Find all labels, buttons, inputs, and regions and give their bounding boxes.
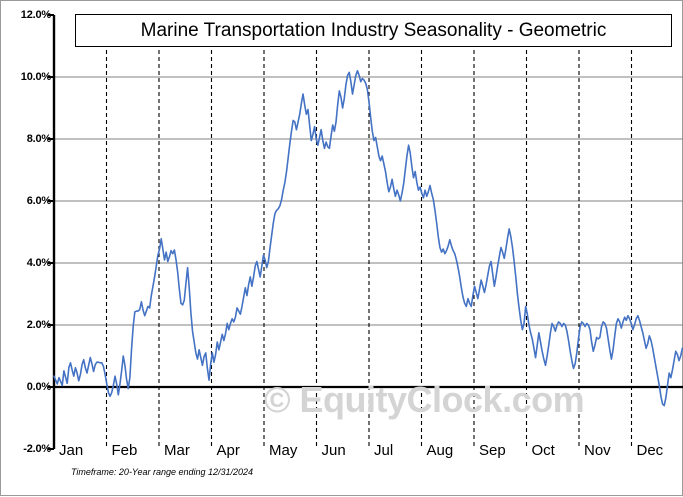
y-axis-label: 6.0% bbox=[26, 195, 51, 207]
y-axis-label: 12.0% bbox=[20, 9, 51, 21]
chart-title: Marine Transportation Industry Seasonali… bbox=[75, 14, 672, 47]
x-axis-label-apr: Apr bbox=[216, 442, 240, 459]
x-axis-label-jul: Jul bbox=[374, 442, 394, 459]
y-axis-tick-labels: 12.0% 10.0% 8.0% 6.0% 4.0% 2.0% 0.0% -2.0% bbox=[1, 1, 51, 497]
y-axis-label: 8.0% bbox=[26, 133, 51, 145]
x-axis-label-may: May bbox=[269, 442, 298, 459]
x-axis-label-feb: Feb bbox=[111, 442, 138, 459]
x-axis-label-dec: Dec bbox=[636, 442, 664, 459]
equityclock-watermark: © EquityClock.com bbox=[264, 379, 585, 420]
y-axis-label: 0.0% bbox=[26, 381, 51, 393]
x-axis-label-sep: Sep bbox=[479, 442, 506, 459]
x-axis-label-oct: Oct bbox=[531, 442, 555, 459]
x-axis-label-jun: Jun bbox=[321, 442, 346, 459]
month-divider-lines bbox=[105, 15, 633, 449]
x-axis-label-nov: Nov bbox=[584, 442, 611, 459]
y-axis-label: 10.0% bbox=[20, 71, 51, 83]
x-axis-label-aug: Aug bbox=[426, 442, 454, 459]
x-axis-label-jan: Jan bbox=[59, 442, 84, 459]
y-axis-label: -2.0% bbox=[23, 443, 51, 455]
x-axis-label-mar: Mar bbox=[164, 442, 190, 459]
y-axis-label: 2.0% bbox=[26, 319, 51, 331]
seasonality-line bbox=[53, 70, 683, 407]
y-axis-label: 4.0% bbox=[26, 257, 51, 269]
timeframe-footnote: Timeframe: 20-Year range ending 12/31/20… bbox=[71, 467, 254, 477]
